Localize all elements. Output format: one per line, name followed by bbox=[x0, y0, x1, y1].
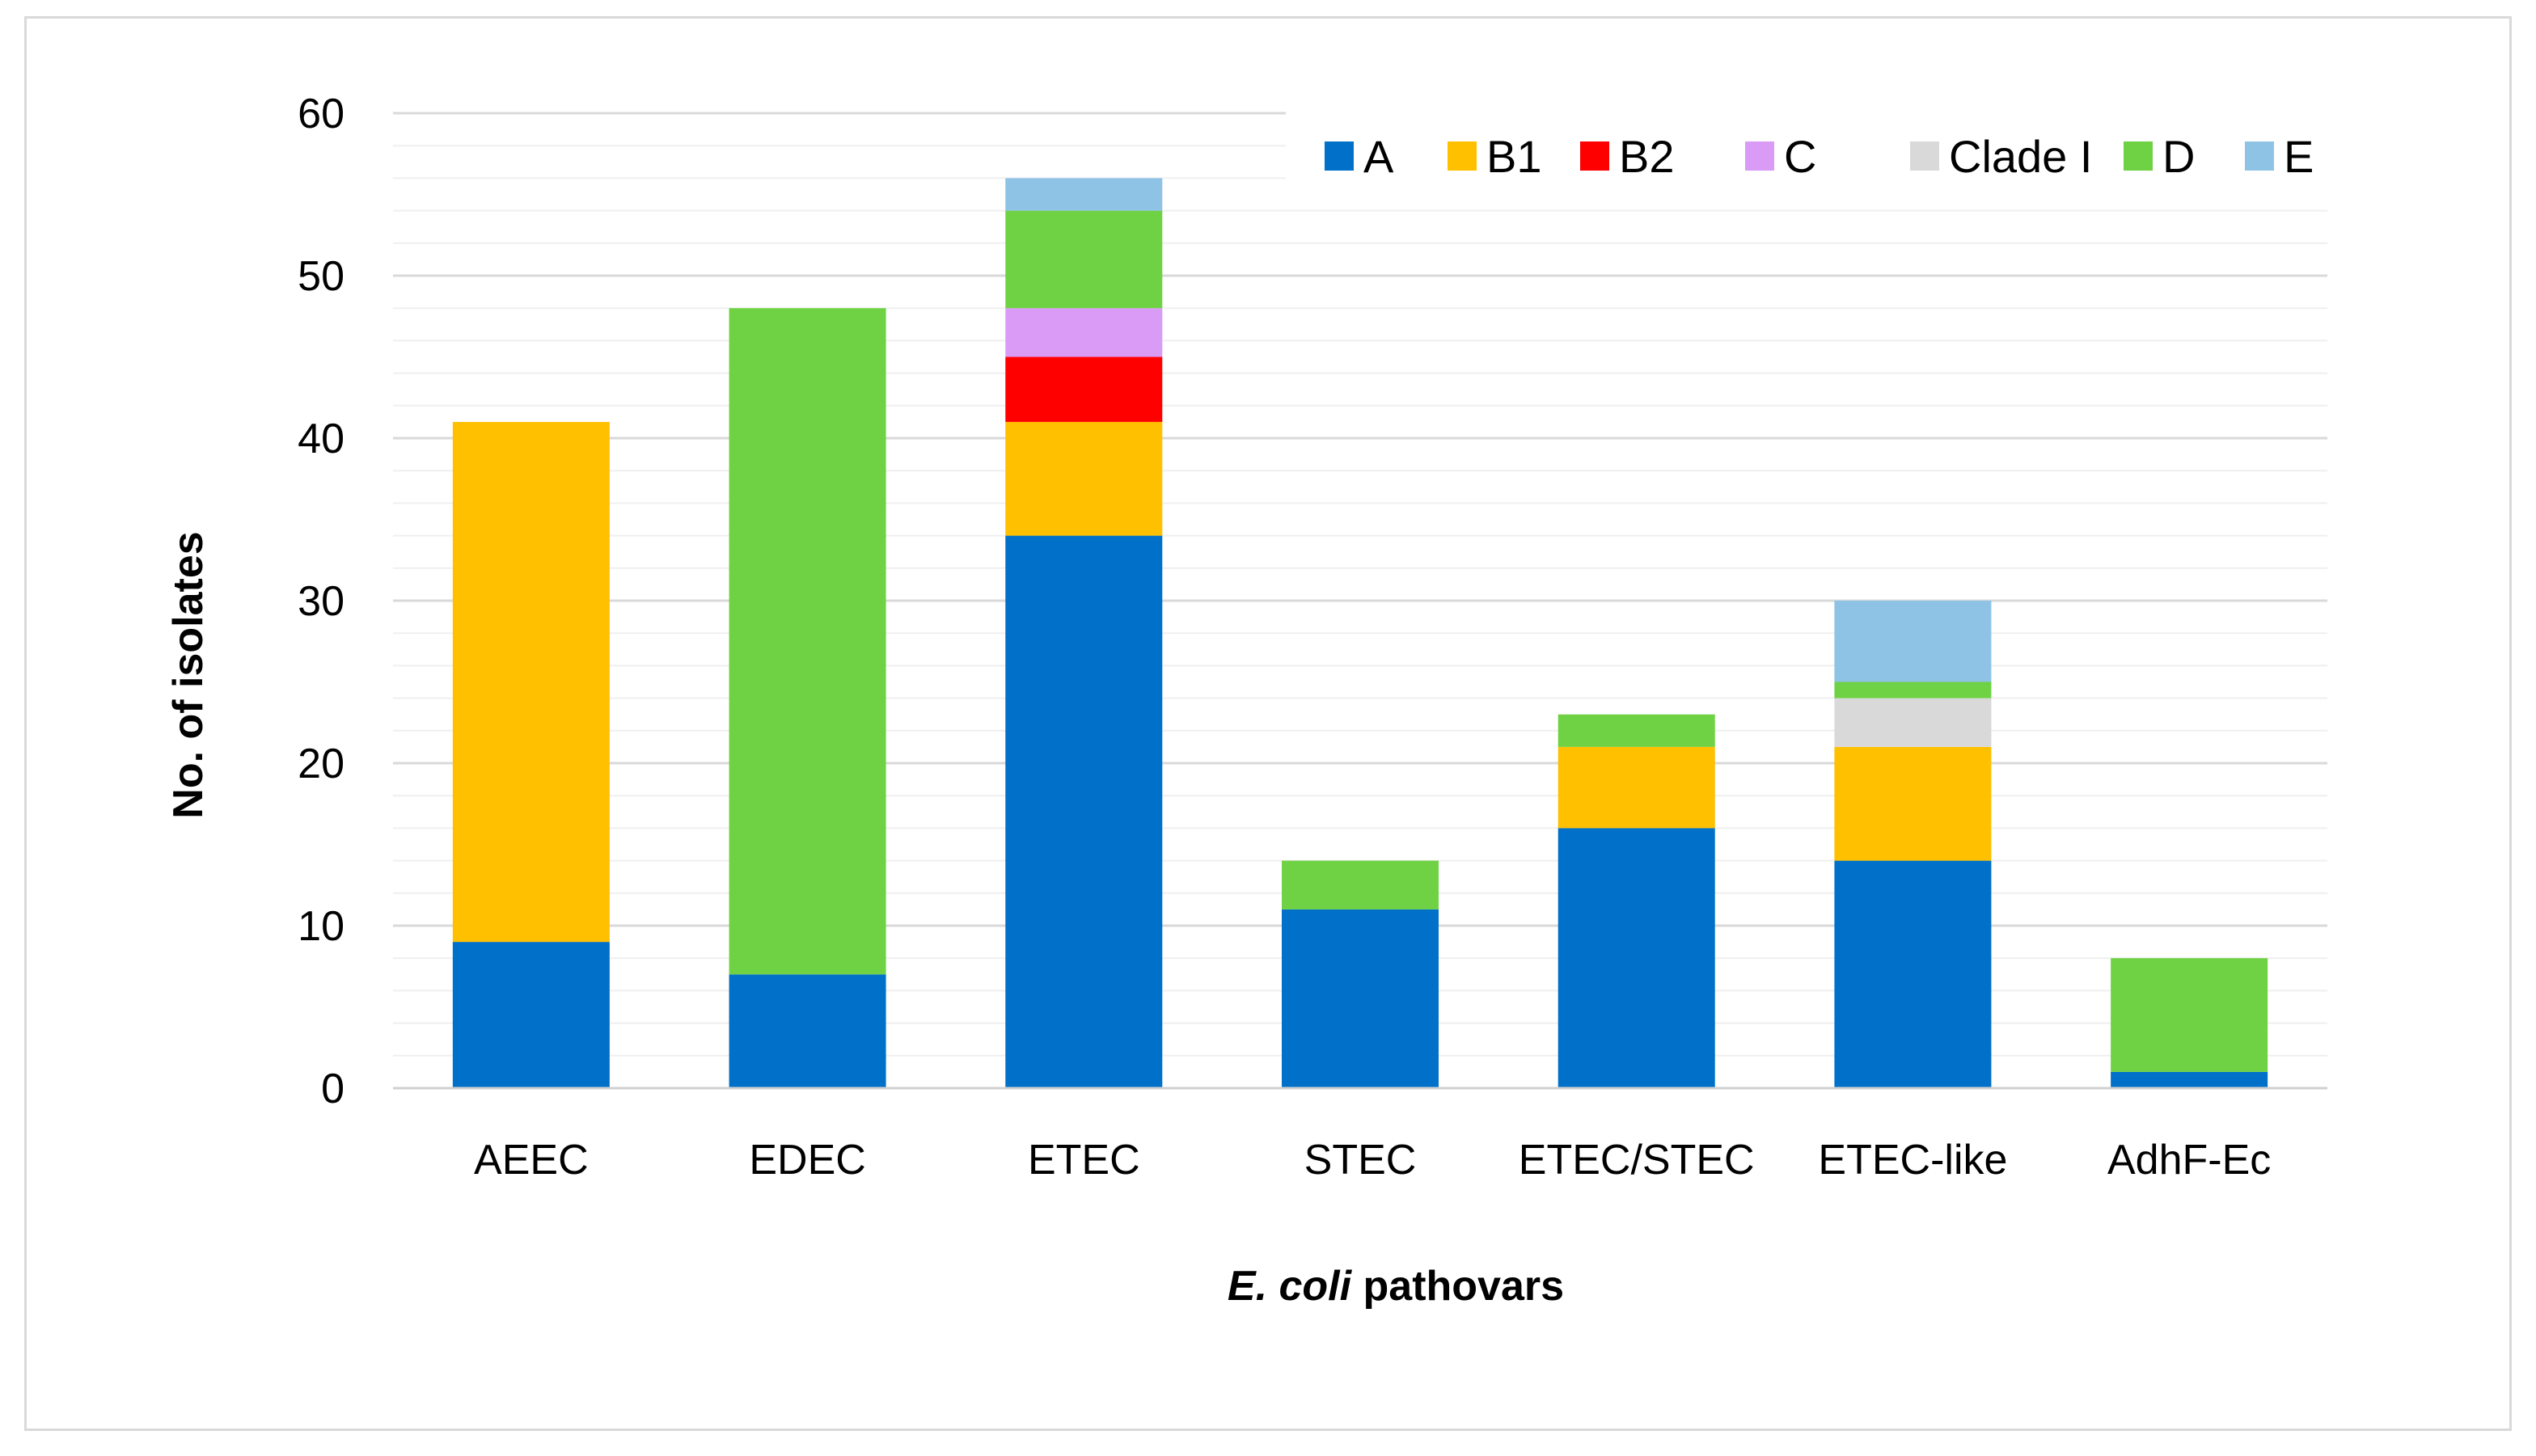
bar-etec-d bbox=[1005, 210, 1163, 309]
legend-label: C bbox=[1784, 131, 1816, 182]
bar-etec-stec-a bbox=[1558, 828, 1715, 1088]
chart-frame bbox=[24, 16, 2512, 1431]
legend-swatch-c bbox=[1745, 141, 1774, 171]
x-axis-title-italic: E. coli bbox=[1228, 1263, 1353, 1310]
legend-swatch-b1 bbox=[1448, 141, 1477, 171]
bar-etec-like-d bbox=[1834, 682, 1992, 698]
legend-swatch-d bbox=[2124, 141, 2153, 171]
legend: A B1 B2 C Clade I D E bbox=[1286, 110, 2337, 199]
x-tick-label: ETEC bbox=[1028, 1137, 1140, 1184]
bar-etec-stec-b1 bbox=[1558, 746, 1715, 829]
bar-etec-like-e bbox=[1834, 601, 1992, 682]
bar-etec-b2 bbox=[1005, 357, 1163, 422]
x-axis-title: E. coli pathovars bbox=[1228, 1263, 1564, 1310]
legend-swatch-a bbox=[1325, 141, 1354, 171]
legend-label: D bbox=[2162, 131, 2195, 182]
gridlines bbox=[393, 112, 2327, 1057]
bar-stec-d bbox=[1282, 860, 1439, 909]
y-axis-title: No. of isolates bbox=[165, 531, 212, 818]
legend-label: B1 bbox=[1486, 131, 1542, 182]
x-tick-label: ETEC/STEC bbox=[1519, 1137, 1755, 1184]
bar-adhf-ec-d bbox=[2111, 958, 2268, 1072]
legend-label: E bbox=[2284, 131, 2314, 182]
y-tick-label: 30 bbox=[298, 578, 344, 625]
bar-etec-like-a bbox=[1834, 860, 1992, 1088]
bar-etec-e bbox=[1005, 178, 1163, 211]
bar-etec-c bbox=[1005, 308, 1163, 357]
x-tick-label: AdhF-Ec bbox=[2107, 1137, 2271, 1184]
y-tick-label: 20 bbox=[298, 741, 344, 787]
bar-etec-like-b1 bbox=[1834, 746, 1992, 861]
y-tick-label: 40 bbox=[298, 416, 344, 462]
x-tick-label: EDEC bbox=[749, 1137, 865, 1184]
legend-swatch-e bbox=[2245, 141, 2274, 171]
bars bbox=[452, 178, 2268, 1088]
x-tick-label: STEC bbox=[1304, 1137, 1417, 1184]
legend-swatch-clade-i bbox=[1910, 141, 1939, 171]
legend-label: B2 bbox=[1619, 131, 1675, 182]
x-tick-label: AEEC bbox=[474, 1137, 589, 1184]
x-tick-labels: AEEC EDEC ETEC STEC ETEC/STEC ETEC-like AdhF-E… bbox=[474, 1137, 2271, 1184]
x-tick-label: ETEC-like bbox=[1818, 1137, 2007, 1184]
legend-label: Clade I bbox=[1949, 131, 2092, 182]
y-tick-labels: 0 10 20 30 40 50 60 bbox=[298, 91, 344, 1112]
legend-label: A bbox=[1363, 131, 1394, 182]
bar-etec-like-clade-i bbox=[1834, 698, 1992, 747]
bar-stec-a bbox=[1282, 909, 1439, 1088]
bar-etec-b1 bbox=[1005, 421, 1163, 536]
y-tick-label: 0 bbox=[321, 1066, 344, 1112]
bar-etec-a bbox=[1005, 535, 1163, 1088]
bar-edec-a bbox=[729, 974, 886, 1088]
legend-swatch-b2 bbox=[1580, 141, 1609, 171]
bar-edec-d bbox=[729, 308, 886, 975]
bar-aeec-a bbox=[452, 942, 610, 1088]
bar-etec-stec-d bbox=[1558, 714, 1715, 747]
y-tick-label: 50 bbox=[298, 253, 344, 300]
bar-adhf-ec-a bbox=[2111, 1071, 2268, 1088]
bar-aeec-b1 bbox=[452, 421, 610, 943]
x-axis-title-rest: pathovars bbox=[1351, 1263, 1564, 1310]
y-tick-label: 60 bbox=[298, 91, 344, 137]
y-tick-label: 10 bbox=[298, 903, 344, 950]
